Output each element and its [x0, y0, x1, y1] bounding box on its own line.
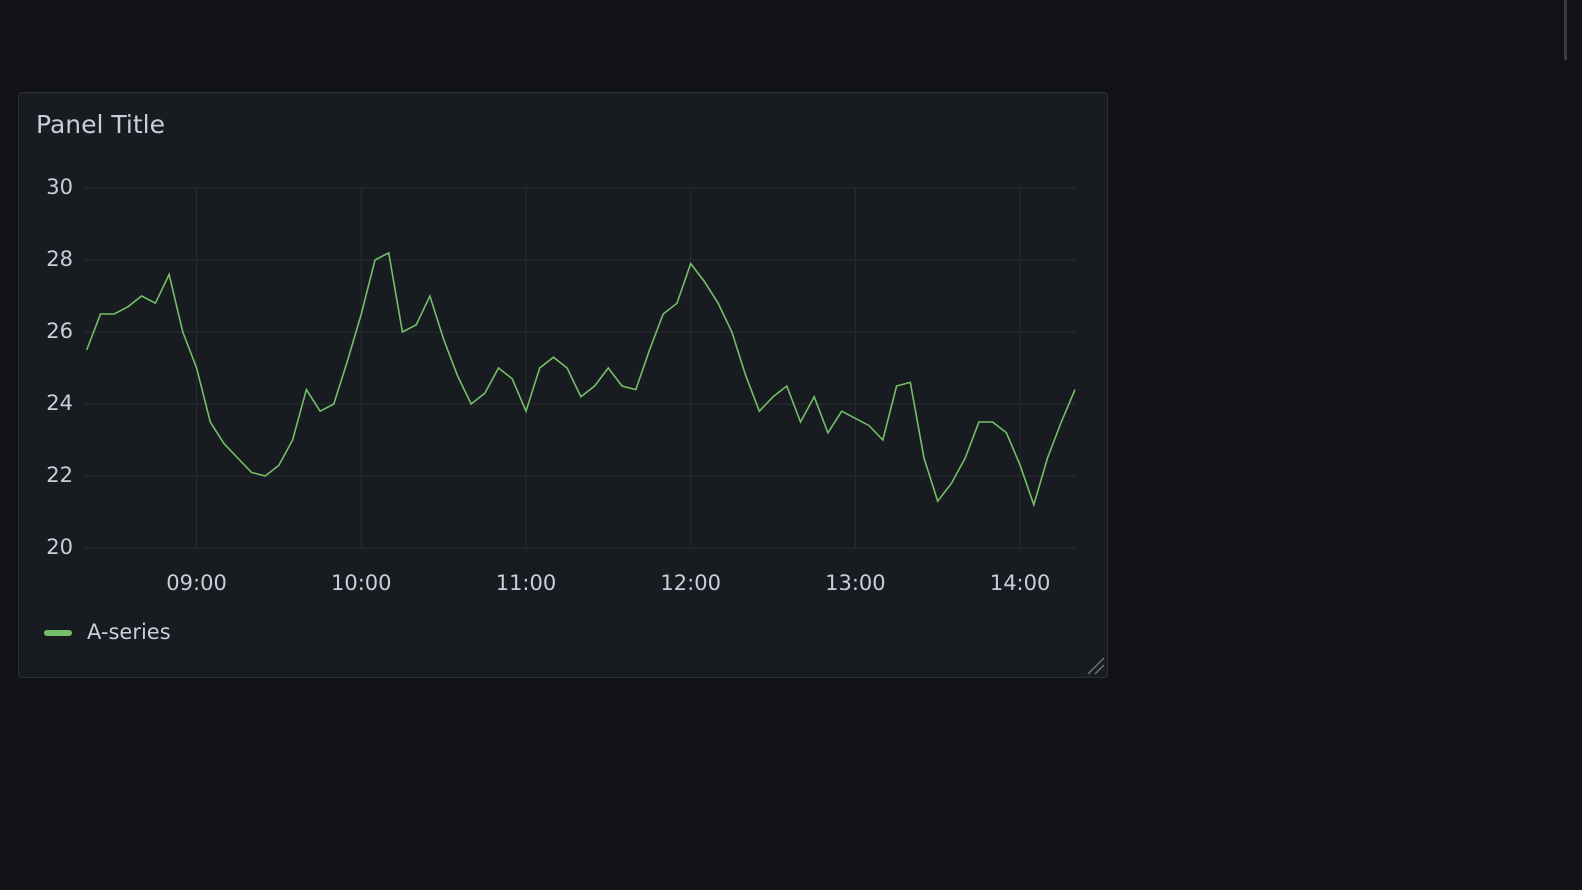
y-tick-label: 22	[46, 463, 73, 487]
x-tick-label: 14:00	[990, 571, 1051, 595]
x-tick-label: 12:00	[660, 571, 721, 595]
panel-title: Panel Title	[36, 110, 165, 139]
resize-handle[interactable]	[1087, 657, 1105, 675]
scrollbar[interactable]	[1564, 0, 1567, 60]
x-tick-label: 13:00	[825, 571, 886, 595]
y-tick-label: 24	[46, 391, 73, 415]
x-tick-label: 10:00	[331, 571, 392, 595]
legend-label[interactable]: A-series	[87, 620, 171, 644]
panel	[18, 92, 1108, 678]
y-tick-label: 30	[46, 175, 73, 199]
y-tick-label: 20	[46, 535, 73, 559]
y-tick-label: 28	[46, 247, 73, 271]
x-tick-label: 11:00	[496, 571, 557, 595]
x-tick-label: 09:00	[166, 571, 227, 595]
y-tick-label: 26	[46, 319, 73, 343]
series-line	[85, 251, 1076, 508]
legend-swatch	[44, 630, 72, 636]
